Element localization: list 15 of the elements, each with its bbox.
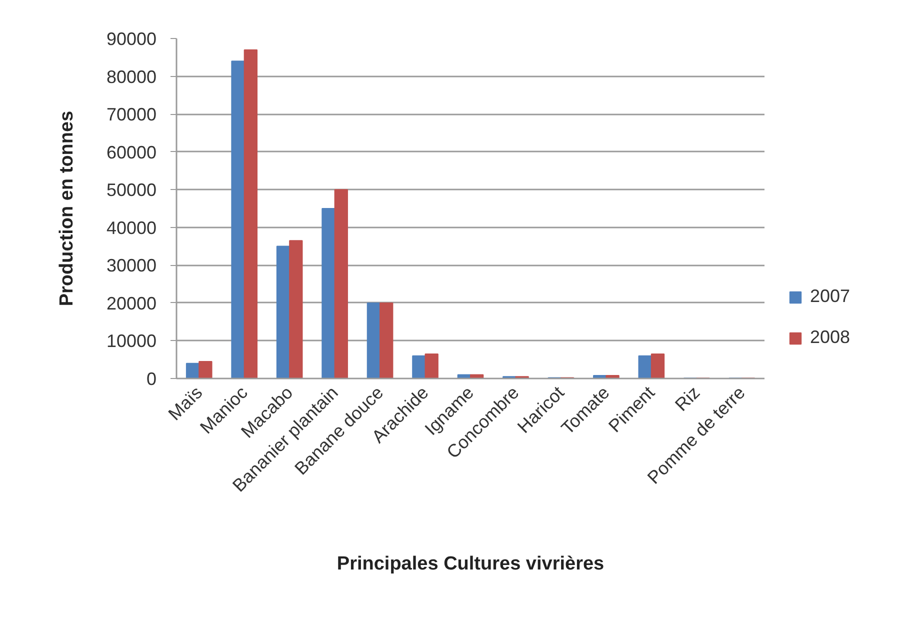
y-tick-label: 80000 (106, 66, 157, 87)
legend-label: 2007 (810, 286, 850, 307)
y-tick-label: 20000 (106, 293, 157, 314)
y-tick-label: 70000 (106, 104, 157, 125)
y-tick-label: 0 (146, 369, 157, 389)
x-tick-label: Riz (671, 382, 704, 415)
y-tick-label: 10000 (106, 331, 157, 352)
y-tick-label: 30000 (106, 256, 157, 276)
y-tick-label: 90000 (106, 29, 157, 49)
y-tick-label: 60000 (106, 142, 157, 162)
legend-label: 2008 (810, 327, 850, 348)
y-axis-title: Production en tonnes (56, 110, 78, 306)
y-tick-label: 50000 (106, 180, 157, 200)
y-tick-label: 40000 (106, 218, 157, 238)
x-axis-title: Principales Cultures vivrières (336, 554, 604, 575)
